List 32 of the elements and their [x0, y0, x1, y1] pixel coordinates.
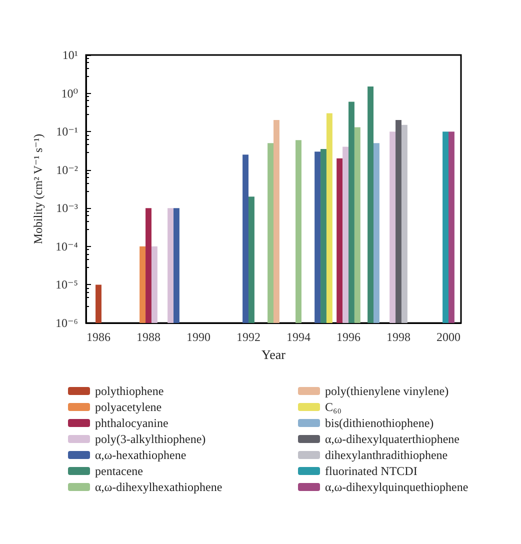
x-tick-label: 1990: [186, 330, 210, 344]
x-tick-label: 1998: [386, 330, 410, 344]
y-tick-label: 10⁻¹: [56, 124, 78, 139]
legend-label: dihexylanthradithiophene: [325, 448, 448, 462]
legend-label: polyacetylene: [95, 400, 162, 414]
legend-label: α,ω-dihexylquaterthiophene: [325, 432, 460, 446]
legend-label: bis(dithienothiophene): [325, 416, 434, 430]
legend-label: pentacene: [95, 464, 143, 478]
legend-label: α,ω-dihexylhexathiophene: [95, 480, 222, 494]
legend-label: α,ω-dihexylquinquethiophene: [325, 480, 468, 494]
y-tick-label: 10⁻²: [56, 162, 78, 177]
y-tick-label: 10⁻³: [56, 201, 78, 216]
x-tick-label: 1992: [236, 330, 260, 344]
y-tick-label: 10⁻⁵: [55, 278, 78, 292]
legend-label: α,ω-hexathiophene: [95, 448, 186, 462]
y-tick-label: 10⁻⁶: [55, 316, 78, 330]
legend-label: fluorinated NTCDI: [325, 464, 418, 478]
legend-label: polythiophene: [95, 384, 164, 398]
y-tick-label: 10¹: [62, 48, 78, 62]
x-tick-label: 2000: [436, 330, 460, 344]
x-tick-label: 1994: [286, 330, 310, 344]
legend-label: poly(3-alkylthiophene): [95, 432, 206, 446]
legend-label: phthalocyanine: [95, 416, 168, 430]
legend-label: C₆₀: [325, 400, 342, 414]
y-tick-label: 10⁰: [61, 86, 78, 100]
y-tick-label: 10⁻⁴: [55, 239, 78, 254]
x-axis-title: Year: [262, 346, 286, 362]
x-tick-label: 1988: [136, 330, 160, 344]
x-tick-label: 1996: [336, 330, 360, 344]
legend-label: poly(thienylene vinylene): [325, 384, 449, 398]
x-tick-label: 1986: [86, 330, 110, 344]
y-axis-title: Mobility (cm² V⁻¹ s⁻¹): [31, 134, 45, 244]
